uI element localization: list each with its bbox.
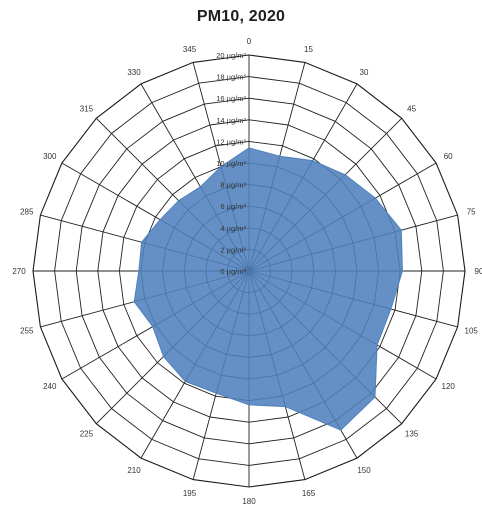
angle-tick-label: 240 [43,382,57,391]
radial-tick-label: 6 µg/m³ [220,202,246,211]
radial-tick-label: 10 µg/m³ [216,159,246,168]
radial-tick-label: 12 µg/m³ [216,137,246,146]
angle-tick-label: 315 [80,104,94,113]
angle-tick-label: 45 [407,104,416,113]
angle-tick-label: 90 [475,267,482,276]
angle-tick-label: 210 [127,466,141,475]
radial-tick-label: 14 µg/m³ [216,116,246,125]
radial-tick-label: 18 µg/m³ [216,73,246,82]
angle-tick-label: 180 [242,497,256,506]
angle-tick-label: 135 [405,430,419,439]
angle-tick-label: 270 [12,267,26,276]
series-area [133,147,403,431]
angle-tick-label: 285 [20,208,34,217]
radial-tick-label: 20 µg/m³ [216,51,246,60]
angle-tick-label: 150 [357,466,371,475]
radial-tick-label: 16 µg/m³ [216,94,246,103]
angle-tick-label: 105 [465,327,479,336]
angle-tick-label: 75 [467,208,476,217]
angle-tick-label: 330 [127,68,141,77]
angle-tick-label: 195 [183,489,197,498]
angle-tick-labels: 0 15 30 45 60 75 90 105 120 135 150 165 180 195 210 225… [12,37,482,506]
angle-tick-label: 165 [302,489,316,498]
angle-tick-label: 15 [304,45,313,54]
angle-tick-label: 300 [43,152,57,161]
angle-tick-label: 120 [442,382,456,391]
radial-tick-label: 8 µg/m³ [220,181,246,190]
angle-tick-label: 30 [360,68,369,77]
angle-tick-label: 345 [183,45,197,54]
chart-title: PM10, 2020 [196,8,286,25]
radial-tick-label: 4 µg/m³ [220,224,246,233]
angle-tick-label: 0 [247,37,252,46]
angle-tick-label: 255 [20,327,34,336]
angle-tick-label: 60 [444,152,453,161]
radial-tick-label: 0 µg/m³ [220,267,246,276]
radial-tick-label: 2 µg/m³ [220,245,246,254]
series-layer [133,147,403,431]
angle-tick-label: 225 [80,430,94,439]
radial-tick-labels: 0 µg/m³ 2 µg/m³ 4 µg/m³ 6 µg/m³ 8 µg/m³ 10 µg… [216,51,246,276]
